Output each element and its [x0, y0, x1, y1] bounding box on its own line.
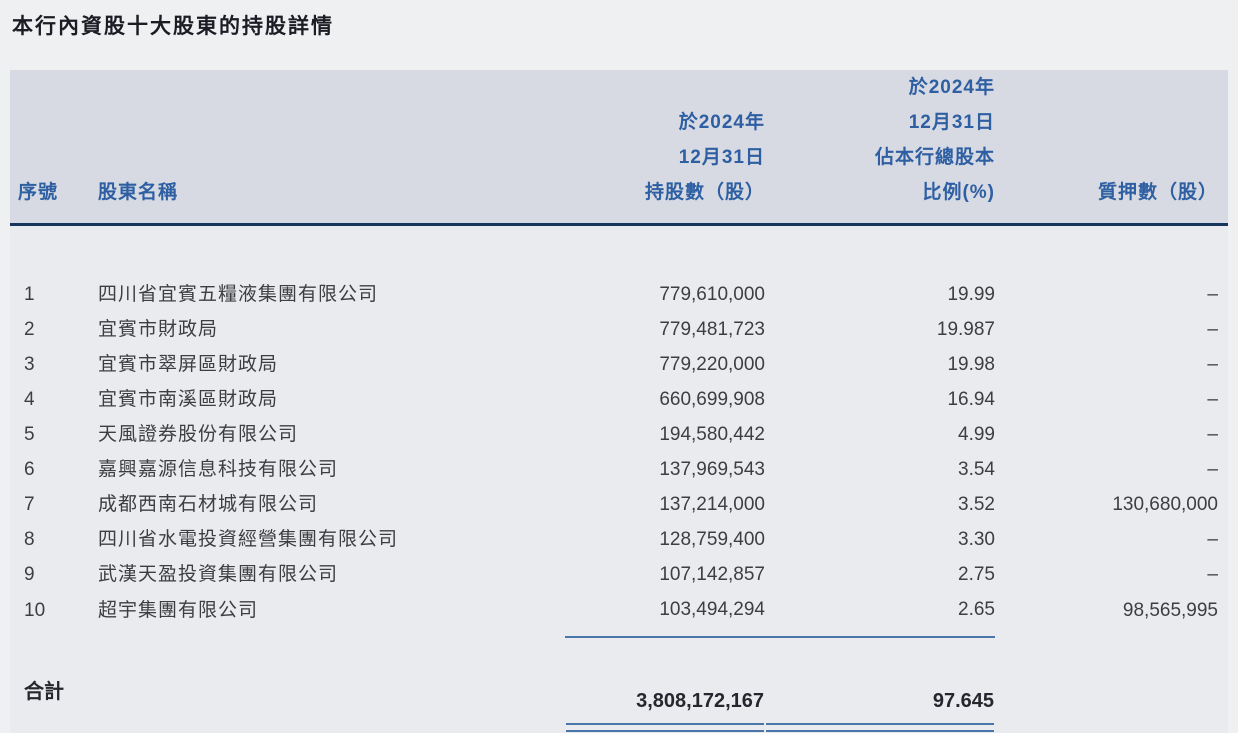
shareholder-name: 超宇集團有限公司 [98, 599, 259, 621]
row-index: 1 [24, 284, 35, 305]
row-index: 3 [24, 354, 35, 375]
row-index: 2 [24, 319, 35, 340]
row-index: 10 [24, 599, 46, 621]
pct-of-capital-value: 3.54 [958, 459, 995, 480]
pct-of-capital-value: 19.987 [936, 319, 995, 340]
total-pct: 97.645 [765, 637, 995, 733]
shares-held-value: 660,699,908 [659, 389, 765, 410]
shares-held-value: 779,481,723 [659, 319, 765, 340]
row-index: 7 [24, 494, 35, 515]
shareholder-name: 天風證券股份有限公司 [98, 424, 299, 445]
pct-of-capital-value: 3.52 [958, 494, 995, 515]
total-name-spacer [98, 637, 565, 733]
pledged-shares-value: – [1207, 284, 1218, 305]
pct-of-capital-value: 2.75 [958, 564, 995, 585]
pct-of-capital-value: 19.98 [947, 354, 995, 375]
row-index: 8 [24, 529, 35, 550]
table-total-row: 合計 3,808,172,167 97.645 [10, 637, 1228, 733]
shares-held-value: 103,494,294 [565, 592, 765, 638]
row-index: 6 [24, 459, 35, 480]
table-row: 8 四川省水電投資經營集團有限公司 128,759,400 3.30 – [10, 522, 1228, 557]
table-row: 4 宜賓市南溪區財政局 660,699,908 16.94 – [10, 382, 1228, 417]
table-row: 7 成都西南石材城有限公司 137,214,000 3.52 130,680,0… [10, 487, 1228, 522]
total-shares: 3,808,172,167 [565, 637, 765, 733]
table-row: 3 宜賓市翠屏區財政局 779,220,000 19.98 – [10, 347, 1228, 382]
shareholder-name: 宜賓市財政局 [98, 319, 219, 340]
shareholder-name: 四川省宜賓五糧液集團有限公司 [98, 284, 379, 305]
shares-held-value: 137,969,543 [659, 459, 765, 480]
shares-held-value: 779,610,000 [659, 284, 765, 305]
pledged-shares-value: – [1207, 424, 1218, 445]
pledged-shares-value: – [1207, 564, 1218, 585]
table-row: 1 四川省宜賓五糧液集團有限公司 779,610,000 19.99 – [10, 225, 1228, 313]
header-shareholder-name: 股東名稱 [98, 70, 565, 226]
table-row: 6 嘉興嘉源信息科技有限公司 137,969,543 3.54 – [10, 452, 1228, 487]
table-row: 9 武漢天盈投資集團有限公司 107,142,857 2.75 – [10, 557, 1228, 592]
pledged-shares-value: 98,565,995 [1122, 599, 1218, 621]
table-row: 10 超宇集團有限公司 103,494,294 2.65 98,565,995 [10, 592, 1228, 638]
pledged-shares-value: – [1207, 389, 1218, 410]
shareholder-name: 宜賓市南溪區財政局 [98, 389, 279, 410]
table-row: 2 宜賓市財政局 779,481,723 19.987 – [10, 312, 1228, 347]
shares-held-value: 128,759,400 [659, 529, 765, 550]
pct-of-capital-value: 4.99 [958, 424, 995, 445]
shareholder-name: 武漢天盈投資集團有限公司 [98, 564, 339, 585]
row-index: 5 [24, 424, 35, 445]
shareholders-table-container: 序號 股東名稱 於2024年 12月31日 持股數（股） 於2024年 12月3… [10, 70, 1228, 733]
total-pledged [995, 637, 1228, 733]
shareholder-name: 四川省水電投資經營集團有限公司 [98, 529, 399, 550]
shares-held-value: 194,580,442 [659, 424, 765, 445]
pledged-shares-value: – [1207, 459, 1218, 480]
header-index: 序號 [10, 70, 98, 226]
table-body: 1 四川省宜賓五糧液集團有限公司 779,610,000 19.99 – 2 宜… [10, 225, 1228, 638]
pct-of-capital-value: 16.94 [947, 389, 995, 410]
total-label: 合計 [24, 681, 64, 703]
pledged-shares-value: – [1207, 529, 1218, 550]
shareholders-table: 序號 股東名稱 於2024年 12月31日 持股數（股） 於2024年 12月3… [10, 70, 1228, 733]
shares-held-value: 137,214,000 [659, 494, 765, 515]
pledged-shares-value: 130,680,000 [1112, 494, 1218, 515]
pct-of-capital-value: 2.65 [765, 592, 995, 638]
table-header: 序號 股東名稱 於2024年 12月31日 持股數（股） 於2024年 12月3… [10, 70, 1228, 226]
shareholder-name: 成都西南石材城有限公司 [98, 494, 319, 515]
table-row: 5 天風證券股份有限公司 194,580,442 4.99 – [10, 417, 1228, 452]
shareholder-name: 宜賓市翠屏區財政局 [98, 354, 279, 375]
pct-of-capital-value: 3.30 [958, 529, 995, 550]
page-title: 本行內資股十大股東的持股詳情 [12, 15, 334, 38]
shares-held-value: 779,220,000 [659, 354, 765, 375]
pct-of-capital-value: 19.99 [947, 284, 995, 305]
pledged-shares-value: – [1207, 354, 1218, 375]
header-pledged-shares: 質押數（股） [995, 70, 1228, 226]
pledged-shares-value: – [1207, 319, 1218, 340]
row-index: 9 [24, 564, 35, 585]
header-shares-held: 於2024年 12月31日 持股數（股） [565, 70, 765, 226]
header-pct-of-capital: 於2024年 12月31日 佔本行總股本 比例(%) [765, 70, 995, 226]
row-index: 4 [24, 389, 35, 410]
shares-held-value: 107,142,857 [659, 564, 765, 585]
shareholder-name: 嘉興嘉源信息科技有限公司 [98, 459, 339, 480]
